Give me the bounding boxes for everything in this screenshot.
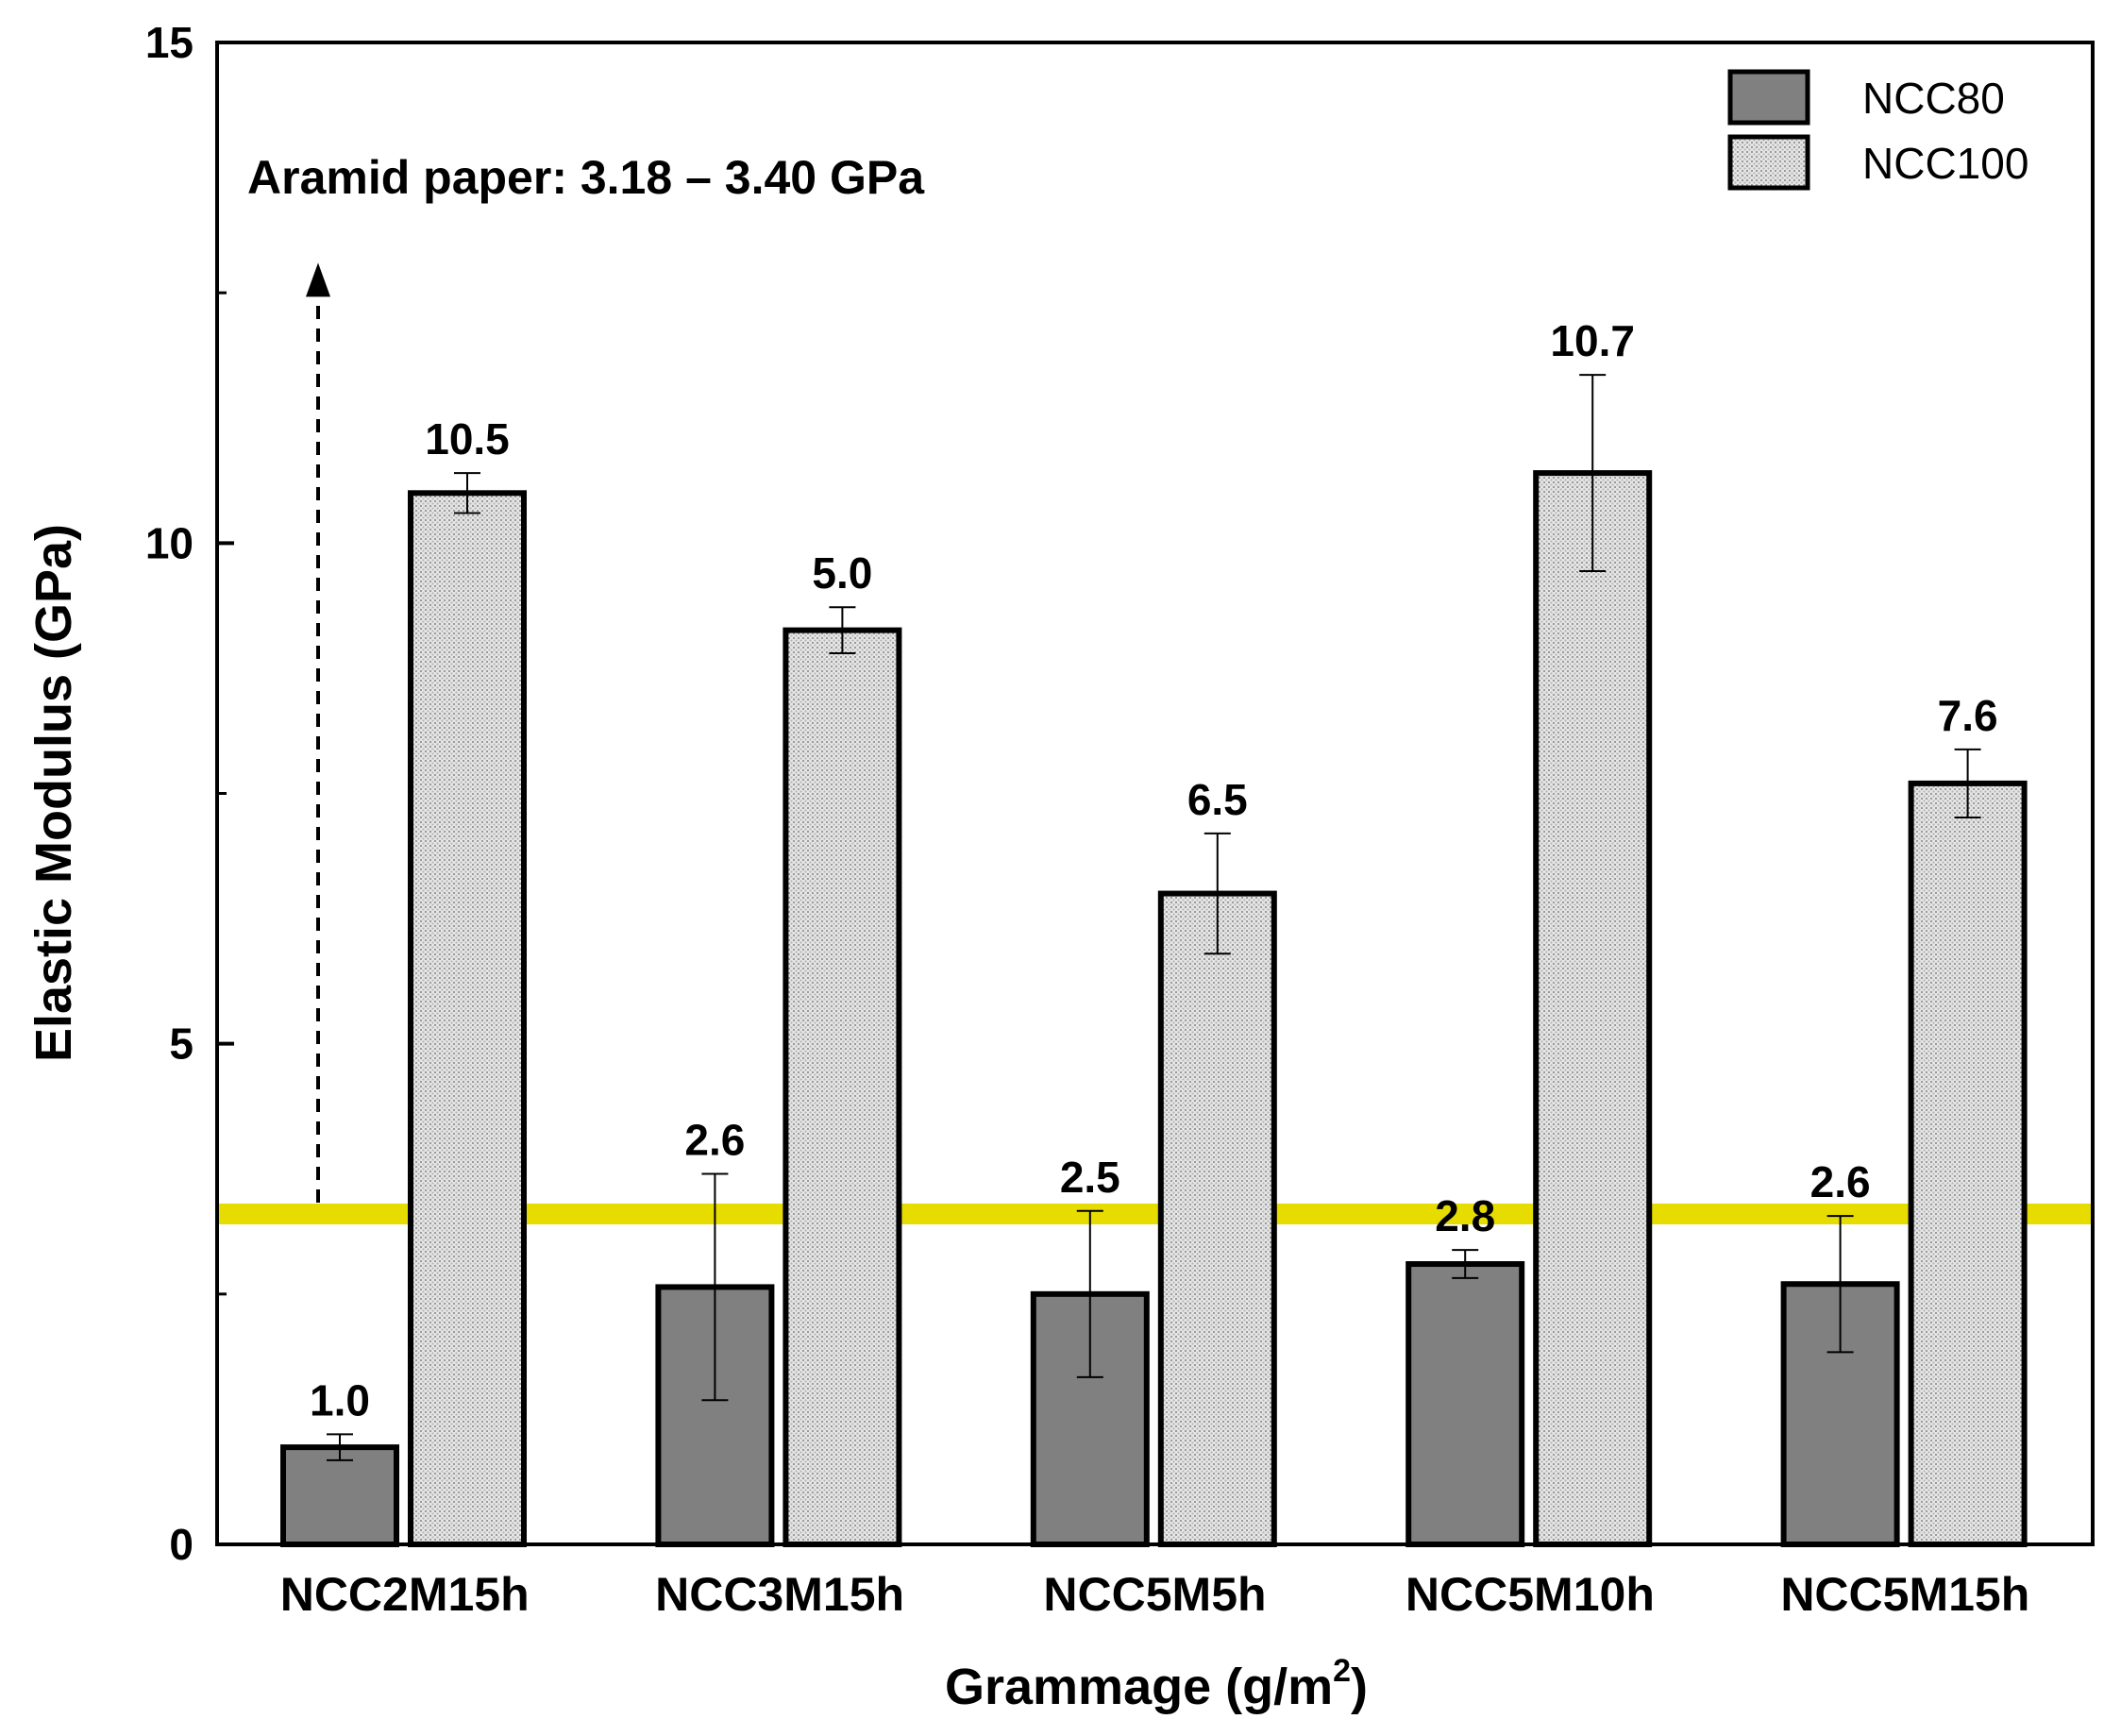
bar-ncc100-ncc5m5h	[1157, 890, 1277, 1547]
bar-ncc100-ncc5m15h	[1908, 780, 2028, 1547]
data-label-ncc80-ncc3m15h: 2.6	[684, 1116, 745, 1165]
bar-ncc80-ncc2m15h	[280, 1444, 399, 1548]
bar-ncc80-ncc5m10h	[1405, 1261, 1525, 1547]
x-axis-title: Grammage (g/m2)	[945, 1653, 1368, 1715]
data-label-ncc80-ncc5m5h: 2.5	[1060, 1153, 1120, 1202]
legend-label-ncc100: NCC100	[1862, 139, 2028, 188]
legend-swatch-ncc100	[1727, 134, 1810, 191]
data-label-ncc100-ncc3m15h: 5.0	[812, 548, 872, 598]
data-label-ncc80-ncc5m15h: 2.6	[1810, 1157, 1871, 1206]
error-bars-layer	[327, 374, 1981, 1461]
legend-swatch-ncc80	[1727, 69, 1810, 126]
y-tick-label-15: 15	[145, 18, 194, 67]
data-label-ncc100-ncc5m5h: 6.5	[1187, 775, 1248, 824]
bar-ncc100-ncc3m15h	[783, 627, 902, 1547]
aramid-annotation: Aramid paper: 3.18 – 3.40 GPa	[247, 151, 925, 204]
bars-layer	[280, 470, 2028, 1548]
x-tick-label-ncc3m15h: NCC3M15h	[655, 1568, 904, 1621]
x-tick-label-ncc2m15h: NCC2M15h	[280, 1568, 530, 1621]
data-label-ncc80-ncc5m10h: 2.8	[1435, 1191, 1495, 1240]
legend: NCC80 NCC100	[1727, 69, 2028, 191]
bar-ncc100-ncc5m10h	[1533, 470, 1653, 1547]
y-tick-label-10: 10	[145, 518, 194, 567]
data-label-ncc100-ncc5m10h: 10.7	[1550, 316, 1635, 365]
y-axis-title: Elastic Modulus (GPa)	[25, 524, 82, 1062]
aramid-arrow	[306, 262, 330, 1203]
x-tick-label-ncc5m10h: NCC5M10h	[1405, 1568, 1655, 1621]
y-tick-label-5: 5	[169, 1020, 194, 1069]
x-tick-label-ncc5m5h: NCC5M5h	[1043, 1568, 1266, 1621]
legend-label-ncc80: NCC80	[1862, 74, 2005, 123]
data-label-ncc80-ncc2m15h: 1.0	[310, 1375, 370, 1424]
axis-layer: NCC2M15h NCC3M15h NCC5M5h NCC5M10h NCC5M15h 0…	[145, 18, 2029, 1621]
data-label-ncc100-ncc5m15h: 7.6	[1938, 691, 1998, 740]
x-tick-label-ncc5m15h: NCC5M15h	[1780, 1568, 2029, 1621]
y-tick-label-0: 0	[169, 1520, 194, 1569]
aramid-arrow-head	[306, 262, 330, 297]
data-label-ncc100-ncc2m15h: 10.5	[425, 414, 510, 463]
data-labels-layer: 1.0 10.5 2.6 5.0 2.5 6.5 2.8 10.7 2.6 7.6	[310, 316, 1998, 1424]
bar-ncc100-ncc2m15h	[408, 490, 527, 1547]
